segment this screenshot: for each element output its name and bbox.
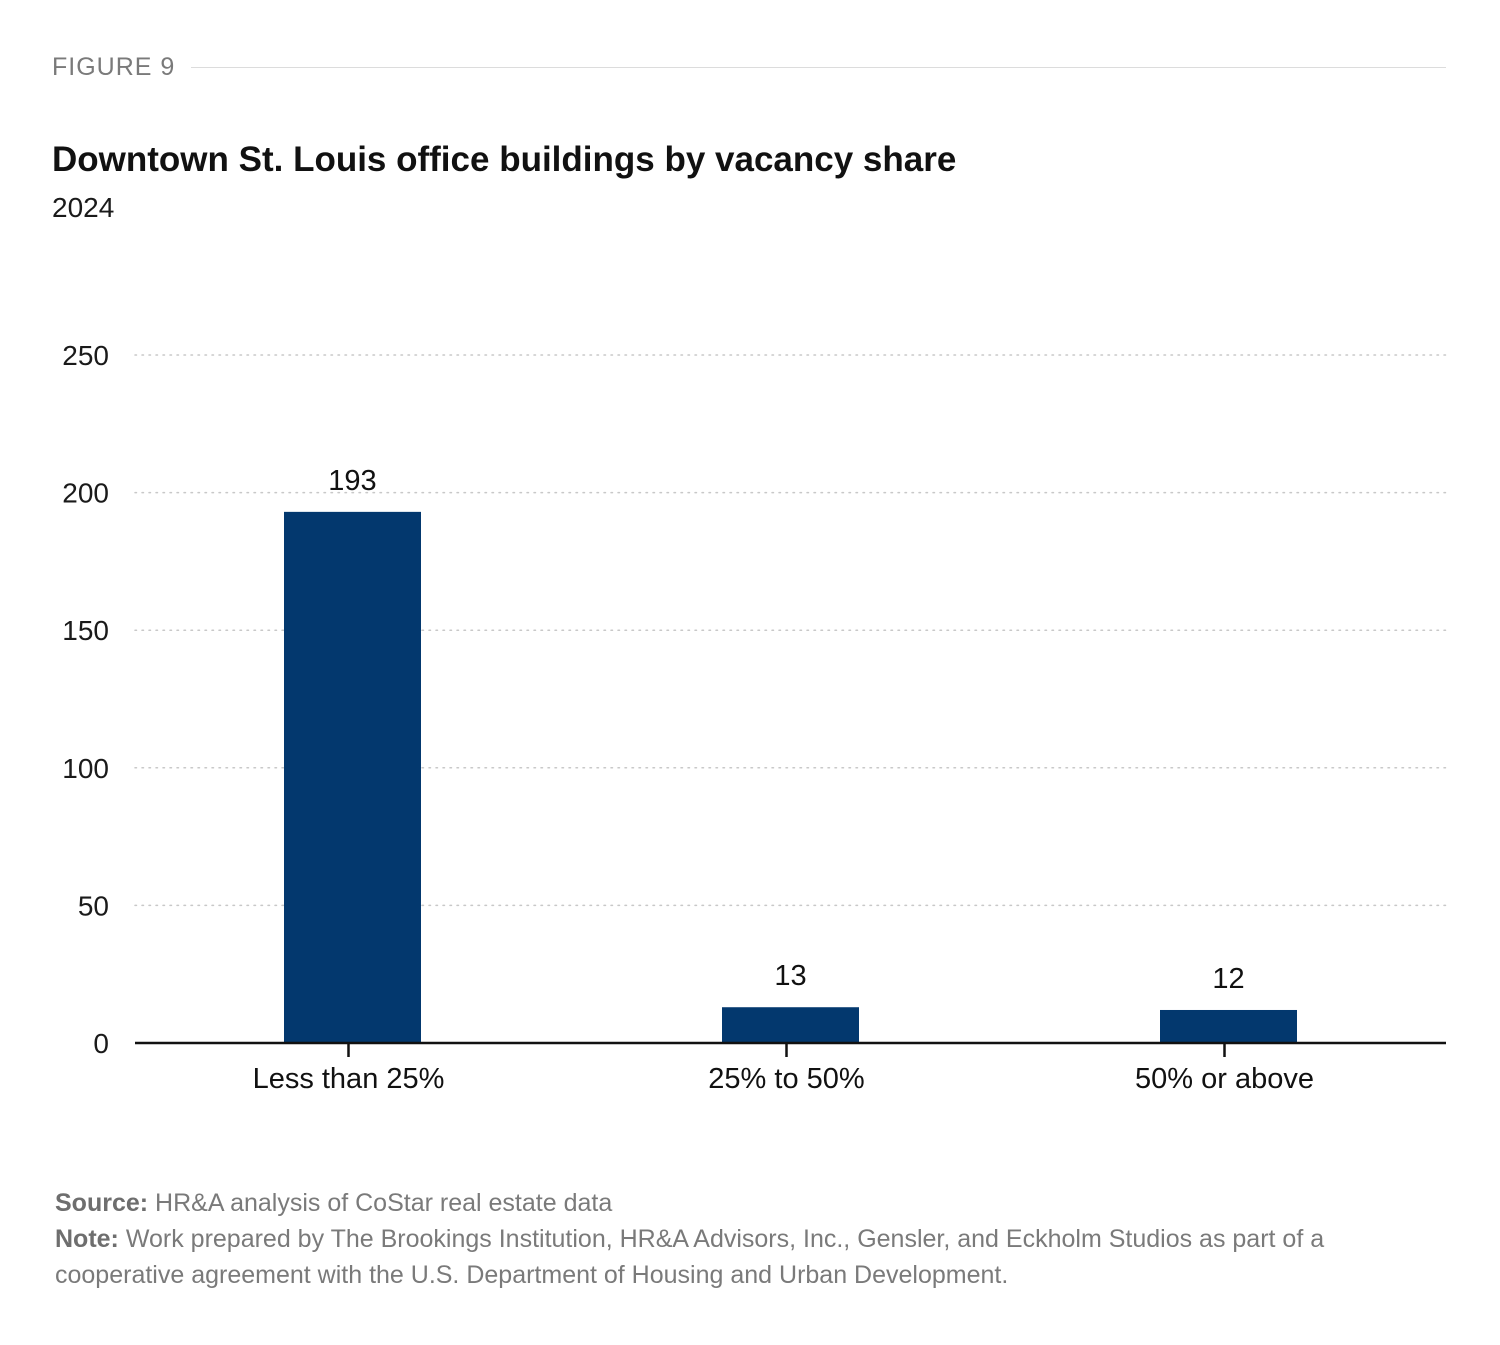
x-tick-label: 50% or above (1135, 1063, 1314, 1095)
y-tick-label: 50 (78, 890, 109, 921)
chart-title: Downtown St. Louis office buildings by v… (52, 140, 957, 179)
y-tick-label: 100 (62, 753, 109, 784)
y-tick-label: 150 (62, 615, 109, 646)
note-line: Note: Work prepared by The Brookings Ins… (55, 1221, 1450, 1293)
source-line: Source: HR&A analysis of CoStar real est… (55, 1185, 1450, 1221)
chart-subtitle: 2024 (52, 192, 115, 223)
x-tick-label: 25% to 50% (708, 1063, 864, 1095)
figure-label: FIGURE 9 (52, 52, 176, 81)
data-label: 193 (328, 465, 376, 497)
data-label: 13 (774, 960, 806, 992)
y-tick-label: 250 (62, 340, 109, 371)
bar (722, 1007, 859, 1043)
data-label: 12 (1212, 963, 1244, 995)
bar (1160, 1009, 1297, 1043)
x-tick-label: Less than 25% (253, 1063, 445, 1095)
source-label: Source: (55, 1189, 149, 1217)
chart-footer: Source: HR&A analysis of CoStar real est… (55, 1185, 1450, 1293)
bar (284, 511, 421, 1043)
note-text: Work prepared by The Brookings Instituti… (55, 1225, 1325, 1289)
note-label: Note: (55, 1225, 119, 1253)
y-tick-label: 200 (62, 478, 109, 509)
y-tick-label: 0 (93, 1028, 109, 1059)
figure-divider (191, 66, 1446, 68)
source-text: HR&A analysis of CoStar real estate data (155, 1189, 613, 1217)
figure-header: FIGURE 9 (52, 50, 1446, 84)
